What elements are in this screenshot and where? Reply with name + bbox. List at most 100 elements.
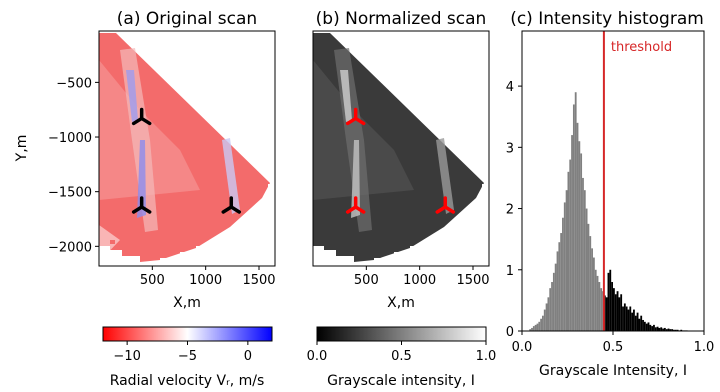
turbine-marker bbox=[345, 107, 366, 126]
histogram-bar bbox=[620, 294, 623, 331]
histogram-bar bbox=[543, 309, 546, 331]
histogram-bar bbox=[656, 326, 659, 331]
panel-b-xlabel: X,m bbox=[387, 295, 415, 311]
histogram-bar bbox=[662, 328, 664, 331]
histogram-bar bbox=[658, 327, 661, 331]
histogram-bar bbox=[647, 322, 650, 331]
colorbar-tick-label: 0.0 bbox=[307, 349, 328, 364]
panel-a-ylabel: Y,m bbox=[14, 135, 30, 163]
histogram-bar bbox=[631, 312, 634, 331]
panel-a-frame bbox=[98, 30, 276, 267]
panel-c-title: (c) Intensity histogram bbox=[510, 9, 704, 29]
x-tick-label: 1000 bbox=[189, 273, 222, 288]
histogram-bar bbox=[596, 275, 599, 331]
histogram-bar bbox=[663, 327, 666, 331]
turbine-marker bbox=[345, 196, 366, 214]
histogram-bar bbox=[651, 326, 654, 331]
y-tick-label: −1500 bbox=[48, 186, 92, 201]
histogram-bar bbox=[569, 159, 572, 331]
panel-c-y-axis: 0 1 2 3 4 bbox=[506, 80, 522, 340]
histogram-bar bbox=[562, 217, 564, 331]
colorbar-b-label: Grayscale intensity, I bbox=[327, 373, 475, 389]
panel-a-title: (a) Original scan bbox=[117, 9, 257, 29]
y-tick-label: 1 bbox=[506, 264, 514, 279]
histogram-bar bbox=[660, 327, 663, 331]
y-tick-label: −500 bbox=[56, 76, 92, 91]
histogram-bar bbox=[545, 303, 548, 331]
histogram-bar bbox=[571, 135, 573, 331]
histogram-bar bbox=[554, 263, 557, 331]
histogram-bar bbox=[680, 329, 683, 331]
x-tick-label: 1500 bbox=[456, 273, 489, 288]
panel-b: 500 1000 1500 X,m bbox=[312, 30, 490, 311]
histogram-bar bbox=[576, 122, 579, 331]
histogram-bar bbox=[532, 326, 535, 331]
x-tick-label: 0.5 bbox=[603, 340, 624, 355]
colorbar-b-gradient bbox=[316, 326, 487, 342]
turbine-marker bbox=[131, 196, 152, 214]
panel-a: 500 1000 1500 −500 −1000 −1500 −2000 X,m Y,m bbox=[14, 30, 276, 311]
colorbar-a: −10 −5 0 Radial velocity Vᵣ, m/s bbox=[102, 326, 273, 389]
histogram-bar bbox=[582, 177, 584, 331]
panel-b-frame bbox=[312, 30, 490, 267]
histogram-bar bbox=[589, 236, 592, 331]
histogram-bar bbox=[654, 327, 657, 331]
colorbar-a-label: Radial velocity Vᵣ, m/s bbox=[110, 373, 265, 389]
colorbar-a-ticks: −10 −5 0 bbox=[113, 341, 252, 364]
histogram-bar bbox=[531, 327, 533, 331]
histogram-bar bbox=[605, 297, 608, 331]
y-tick-label: 0 bbox=[506, 325, 514, 340]
histogram-bar bbox=[542, 315, 544, 331]
histogram-bar bbox=[594, 269, 597, 331]
panel-c-xlabel: Grayscale Intensity, I bbox=[539, 363, 687, 379]
histogram-bar bbox=[623, 303, 626, 331]
panel-a-y-axis: −500 −1000 −1500 −2000 bbox=[48, 76, 99, 255]
colorbar-a-gradient bbox=[102, 326, 273, 342]
histogram-bar bbox=[622, 306, 624, 331]
histogram-bar bbox=[567, 171, 570, 331]
panel-b-turbine-markers bbox=[345, 107, 456, 214]
histogram-bar bbox=[674, 329, 677, 331]
x-tick-label: 500 bbox=[354, 273, 379, 288]
histogram-bar bbox=[552, 272, 555, 331]
panel-c-x-axis: 0.0 0.5 1.0 bbox=[512, 331, 715, 355]
histogram-bar bbox=[676, 329, 679, 331]
histogram-bar bbox=[673, 329, 675, 331]
turbine-marker bbox=[435, 196, 456, 214]
histogram-bar bbox=[669, 329, 672, 331]
histogram-bar bbox=[598, 282, 601, 331]
histogram-bar bbox=[638, 318, 641, 331]
histogram-bar bbox=[556, 251, 559, 331]
histogram-bar bbox=[560, 233, 563, 331]
y-tick-label: −1000 bbox=[48, 131, 92, 146]
histogram-bar bbox=[600, 288, 603, 331]
x-tick-label: 1.0 bbox=[694, 340, 715, 355]
histogram-bar bbox=[671, 329, 674, 331]
histogram-bar bbox=[574, 92, 577, 331]
histogram-bar bbox=[587, 223, 590, 331]
histogram-bar bbox=[529, 329, 532, 331]
colorbar-tick-label: 0 bbox=[244, 349, 252, 364]
histogram-bar bbox=[549, 288, 552, 331]
histogram-bar bbox=[634, 315, 637, 331]
histogram-bar bbox=[583, 190, 586, 331]
panel-a-x-axis: 500 1000 1500 bbox=[140, 266, 276, 288]
histogram-bar bbox=[614, 294, 617, 331]
histogram-bar bbox=[538, 321, 541, 331]
panel-c-bars bbox=[529, 92, 688, 331]
histogram-bar bbox=[572, 104, 575, 331]
y-tick-label: −2000 bbox=[48, 240, 92, 255]
histogram-bar bbox=[563, 202, 566, 331]
histogram-bar bbox=[640, 315, 643, 331]
histogram-bar bbox=[633, 309, 635, 331]
x-tick-label: 500 bbox=[140, 273, 165, 288]
panel-a-turbine-markers bbox=[131, 107, 242, 214]
histogram-bar bbox=[613, 288, 615, 331]
turbine-marker bbox=[131, 107, 152, 126]
x-tick-label: 1000 bbox=[403, 273, 436, 288]
histogram-bar bbox=[534, 324, 537, 331]
colorbar-tick-label: 1.0 bbox=[476, 349, 497, 364]
histogram-bar bbox=[551, 282, 553, 331]
panel-c: threshold 0.0 0.5 1.0 0 1 2 3 4 Grayscale Inte… bbox=[506, 30, 715, 379]
